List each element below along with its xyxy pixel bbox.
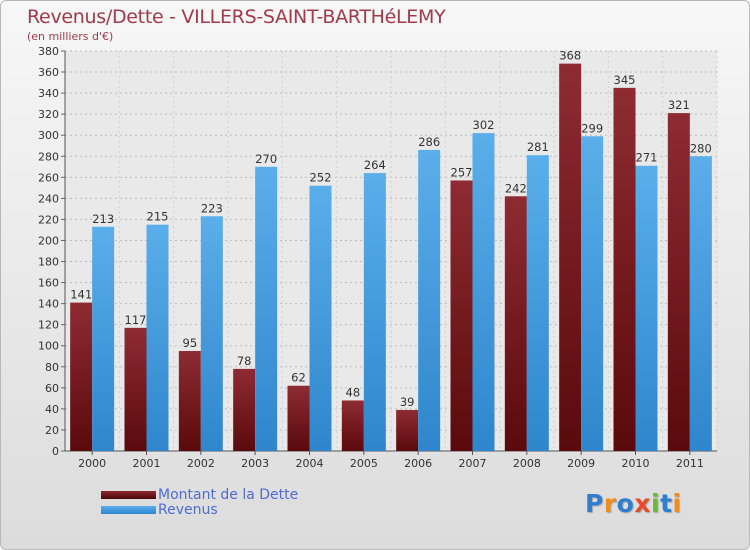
bar-dette-2011	[667, 113, 690, 452]
data-label-dette-2011: 321	[668, 98, 690, 112]
bar-revenus-2006	[418, 149, 441, 451]
data-label-revenus-2005: 264	[364, 158, 386, 172]
y-tick-label: 180	[38, 256, 59, 269]
bar-dette-2003	[233, 368, 256, 451]
y-tick-label: 200	[38, 234, 59, 247]
data-label-revenus-2004: 252	[310, 171, 332, 185]
x-tick-label-2005: 2005	[350, 457, 378, 470]
y-tick-label: 100	[38, 340, 59, 353]
data-label-dette-2009: 368	[559, 49, 581, 63]
data-label-dette-2002: 95	[183, 336, 198, 350]
y-tick-label: 340	[38, 87, 59, 100]
logo-letter: P	[585, 489, 604, 518]
logo-letter: x	[634, 489, 651, 518]
legend: Montant de la Dette Revenus	[101, 486, 299, 518]
bar-dette-2002	[178, 351, 201, 451]
data-label-dette-2001: 117	[125, 313, 147, 327]
y-tick-label: 240	[38, 192, 59, 205]
data-label-revenus-2003: 270	[255, 152, 277, 166]
bar-dette-2008	[504, 196, 527, 451]
data-label-dette-2004: 62	[291, 371, 306, 385]
x-tick-label-2010: 2010	[622, 457, 650, 470]
data-label-revenus-2009: 299	[581, 121, 603, 135]
y-tick-label: 80	[45, 361, 59, 374]
legend-item-revenus: Revenus	[101, 501, 298, 518]
y-tick-label: 320	[38, 108, 59, 121]
data-label-dette-2006: 39	[400, 395, 415, 409]
y-tick-label: 0	[52, 445, 59, 458]
bar-revenus-2009	[581, 136, 604, 451]
x-tick-label-2002: 2002	[187, 457, 215, 470]
y-tick-label: 40	[45, 403, 59, 416]
x-tick-label-2009: 2009	[567, 457, 595, 470]
x-tick-label-2001: 2001	[133, 457, 161, 470]
y-tick-label: 220	[38, 213, 59, 226]
data-label-revenus-2011: 280	[690, 141, 712, 155]
legend-label-revenus: Revenus	[158, 501, 218, 518]
x-tick-label-2004: 2004	[296, 457, 324, 470]
y-tick-label: 60	[45, 382, 59, 395]
data-label-revenus-2008: 281	[527, 140, 549, 154]
y-tick-label: 300	[38, 129, 59, 142]
y-tick-label: 280	[38, 150, 59, 163]
data-label-dette-2008: 242	[505, 181, 527, 195]
bar-dette-2009	[559, 63, 582, 451]
bar-dette-2010	[613, 87, 636, 451]
legend-item-dette: Montant de la Dette	[101, 486, 299, 503]
data-label-dette-2003: 78	[237, 354, 252, 368]
logo-letter: t	[660, 489, 673, 518]
data-label-revenus-2002: 223	[201, 201, 223, 215]
x-tick-label-2011: 2011	[676, 457, 704, 470]
bar-revenus-2002	[200, 216, 223, 451]
bar-revenus-2003	[255, 166, 278, 451]
y-tick-label: 380	[38, 45, 59, 58]
chart-title: Revenus/Dette - VILLERS-SAINT-BARTHéLEMY	[27, 6, 446, 28]
bar-dette-2005	[341, 400, 364, 451]
legend-swatch-dette	[101, 490, 156, 499]
y-tick-label: 120	[38, 319, 59, 332]
data-label-dette-2005: 48	[346, 385, 361, 399]
bar-dette-2006	[396, 409, 419, 451]
bar-revenus-2001	[146, 224, 169, 451]
bar-revenus-2004	[309, 185, 332, 451]
logo-letter: i	[672, 489, 682, 518]
bar-dette-2004	[287, 385, 310, 451]
y-tick-label: 360	[38, 66, 59, 79]
data-label-dette-2000: 141	[70, 288, 92, 302]
x-tick-label-2003: 2003	[241, 457, 269, 470]
legend-swatch-revenus	[101, 505, 156, 514]
logo-letter: i	[651, 489, 661, 518]
data-label-revenus-2007: 302	[473, 118, 495, 132]
bar-revenus-2010	[635, 165, 658, 451]
data-label-dette-2007: 257	[451, 165, 473, 179]
bar-dette-2001	[124, 327, 147, 451]
data-label-revenus-2000: 213	[92, 212, 114, 226]
bar-revenus-2008	[526, 155, 549, 452]
data-label-revenus-2010: 271	[636, 151, 658, 165]
y-tick-label: 20	[45, 424, 59, 437]
bar-revenus-2005	[363, 173, 386, 451]
chart-subtitle: (en milliers d'€)	[27, 30, 114, 43]
logo-letter: o	[616, 489, 635, 518]
x-tick-label-2006: 2006	[404, 457, 432, 470]
bar-revenus-2007	[472, 133, 495, 451]
data-label-revenus-2006: 286	[418, 135, 440, 149]
bar-dette-2007	[450, 180, 473, 451]
proxiti-logo: Proxiti	[585, 489, 682, 518]
data-label-revenus-2001: 215	[147, 210, 169, 224]
y-tick-label: 260	[38, 171, 59, 184]
x-tick-label-2007: 2007	[459, 457, 487, 470]
bar-dette-2000	[70, 302, 93, 451]
x-tick-label-2000: 2000	[78, 457, 106, 470]
y-tick-label: 160	[38, 277, 59, 290]
y-tick-label: 140	[38, 298, 59, 311]
x-tick-label-2008: 2008	[513, 457, 541, 470]
bar-revenus-2011	[689, 156, 712, 451]
data-label-dette-2010: 345	[614, 73, 636, 87]
bar-revenus-2000	[92, 226, 115, 451]
logo-letter: r	[603, 489, 617, 518]
legend-label-dette: Montant de la Dette	[158, 486, 299, 503]
